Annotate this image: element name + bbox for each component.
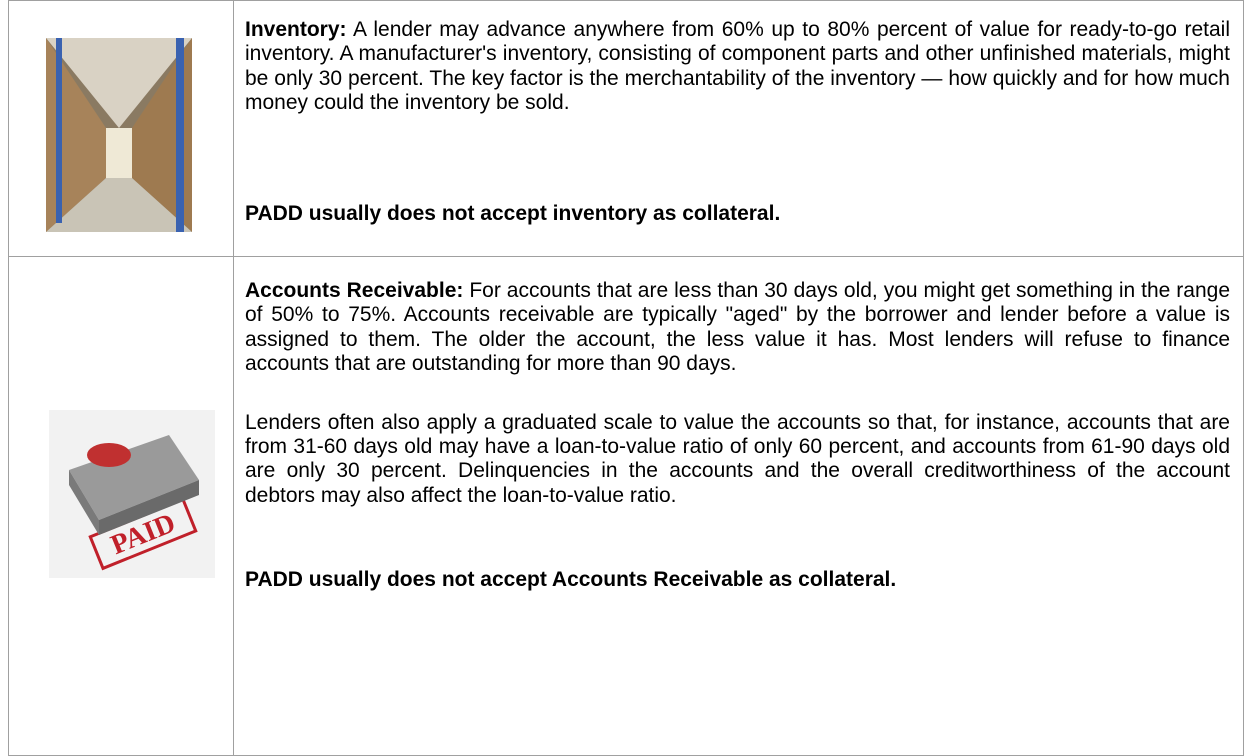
note: PADD usually does not accept inventory a… <box>245 202 1230 226</box>
paragraph: Inventory: A lender may advance anywhere… <box>245 18 1230 116</box>
note: PADD usually does not accept Accounts Re… <box>245 568 1230 592</box>
text: A lender may advance anywhere from 60% u… <box>245 18 1230 114</box>
stamp-image: PAID <box>49 410 215 578</box>
paragraph: Accounts Receivable: For accounts that a… <box>245 279 1230 377</box>
table-row: Inventory: A lender may advance anywhere… <box>8 0 1244 257</box>
warehouse-image <box>46 38 192 232</box>
text-cell: Inventory: A lender may advance anywhere… <box>245 18 1230 226</box>
table-row: PAID Accounts Receivable: For accounts t… <box>8 256 1244 756</box>
text-cell: Accounts Receivable: For accounts that a… <box>245 279 1230 593</box>
label: Accounts Receivable: <box>245 279 463 302</box>
label: Inventory: <box>245 18 347 41</box>
page: Inventory: A lender may advance anywhere… <box>0 0 1253 733</box>
paragraph: Lenders often also apply a graduated sca… <box>245 411 1230 509</box>
image-cell: PAID <box>9 257 234 755</box>
image-cell <box>9 1 234 256</box>
